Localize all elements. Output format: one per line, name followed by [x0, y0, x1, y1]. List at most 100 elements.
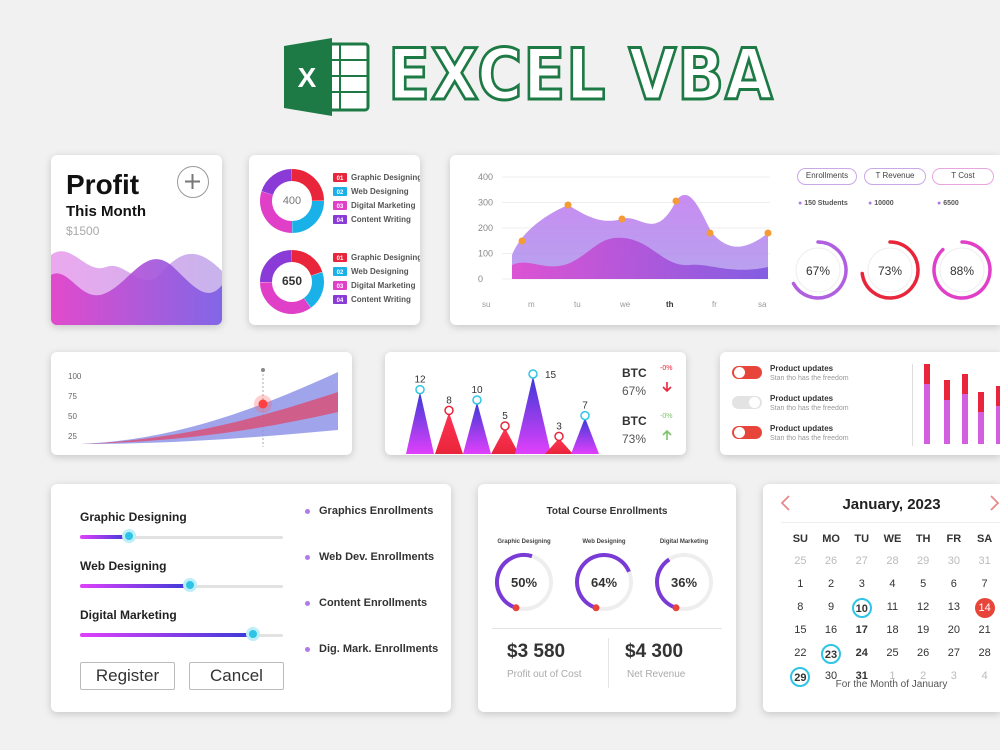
legend-badge — [333, 187, 347, 196]
bar-stack-bottom — [944, 380, 950, 444]
donut-value-2: 650 — [282, 274, 302, 288]
calendar-day[interactable]: 28 — [877, 550, 908, 573]
growth-chart: 100 75 50 25 — [68, 368, 338, 447]
calendar-day[interactable]: 5 — [908, 573, 939, 596]
btc-change-2: -0% — [660, 413, 673, 420]
slider-fill — [80, 535, 129, 539]
calendar-day[interactable]: 1 — [785, 573, 816, 596]
calendar-day[interactable]: 31 — [969, 550, 1000, 573]
enrollment-item: Graphics Enrollments — [304, 505, 434, 517]
calendar-day[interactable]: 26 — [816, 550, 847, 573]
calendar-day[interactable]: 16 — [816, 619, 847, 642]
calendar-day-label: 20 — [947, 623, 960, 636]
gauge-inner-ring — [867, 247, 913, 293]
area-point — [564, 201, 572, 209]
calendar-day[interactable]: 26 — [908, 642, 939, 665]
header: X EXCEL VBA — [280, 32, 774, 122]
calendar-day[interactable]: 25 — [877, 642, 908, 665]
calendar-day[interactable]: 25 — [785, 550, 816, 573]
calendar-week: 15 16 17 18 19 20 21 — [785, 619, 1000, 642]
area-point — [764, 229, 772, 237]
donut-2-segment — [260, 250, 293, 283]
chevron-left-icon[interactable] — [779, 493, 793, 513]
calendar-week: 22 23 24 25 26 27 28 — [785, 642, 1000, 665]
weekly-area-card: 400 300 200 100 0 su m tu we th fr sa Enrollments T… — [450, 155, 1000, 325]
donut-1-segment — [291, 169, 324, 202]
calendar-day[interactable]: 3 — [939, 665, 970, 688]
legend-label: Digital Marketing — [351, 281, 416, 290]
calendar-day[interactable]: 9 — [816, 596, 847, 619]
calendar-day[interactable]: 27 — [939, 642, 970, 665]
excel-logo-icon: X — [284, 38, 370, 116]
peak-bar — [406, 391, 434, 454]
calendar-day[interactable]: 28 — [969, 642, 1000, 665]
calendar-day[interactable]: 30 — [939, 550, 970, 573]
calendar-week: 1 2 3 4 5 6 7 — [785, 573, 1000, 596]
slider-track[interactable] — [80, 536, 283, 539]
add-button[interactable] — [177, 166, 209, 198]
calendar-day[interactable]: 14 — [969, 596, 1000, 619]
calendar-day[interactable]: 4 — [969, 665, 1000, 688]
profit-subtitle: This Month — [66, 203, 146, 220]
calendar-day[interactable]: 24 — [846, 642, 877, 665]
toggle-switch[interactable] — [732, 426, 762, 439]
peak-bar — [491, 428, 519, 454]
weekday-header: WE — [883, 533, 902, 545]
slider-thumb[interactable] — [183, 578, 197, 592]
calendar-day[interactable]: 6 — [939, 573, 970, 596]
toggle-knob — [734, 367, 745, 378]
slider-thumb[interactable] — [122, 529, 136, 543]
update-desc: Stan tho has the freedom — [770, 405, 849, 412]
calendar-day-label: 3 — [858, 577, 865, 590]
calendar-day-label: 4 — [981, 669, 988, 682]
calendar-day[interactable]: 29 — [785, 665, 816, 688]
revenue-pill[interactable]: T Revenue — [864, 168, 926, 185]
register-button[interactable]: Register — [80, 662, 175, 690]
legend-badge — [333, 215, 347, 224]
calendar-day[interactable]: 23 — [816, 642, 847, 665]
enrollments-pill[interactable]: Enrollments — [797, 168, 857, 185]
toggle-switch[interactable] — [732, 366, 762, 379]
x-tick-label: we — [619, 300, 631, 309]
donut-1-segment — [261, 169, 293, 196]
calendar-day[interactable]: 30 — [816, 665, 847, 688]
calendar-day[interactable]: 18 — [877, 619, 908, 642]
calendar-day[interactable]: 27 — [846, 550, 877, 573]
calendar-day[interactable]: 2 — [816, 573, 847, 596]
peak-point — [415, 384, 425, 395]
calendar-day[interactable]: 21 — [969, 619, 1000, 642]
calendar-day-label: 14 — [974, 597, 995, 618]
toggle-switch[interactable] — [732, 396, 762, 409]
calendar-day[interactable]: 7 — [969, 573, 1000, 596]
calendar-day[interactable]: 1 — [877, 665, 908, 688]
slider-thumb[interactable] — [246, 627, 260, 641]
calendar-day[interactable]: 20 — [939, 619, 970, 642]
calendar-day[interactable]: 8 — [785, 596, 816, 619]
calendar-day[interactable]: 13 — [939, 596, 970, 619]
calendar-day[interactable]: 11 — [877, 596, 908, 619]
calendar-day[interactable]: 31 — [846, 665, 877, 688]
calendar-day[interactable]: 2 — [908, 665, 939, 688]
cancel-button[interactable]: Cancel — [189, 662, 284, 690]
calendar-day[interactable]: 10 — [846, 596, 877, 619]
calendar-day[interactable]: 4 — [877, 573, 908, 596]
calendar-day[interactable]: 17 — [846, 619, 877, 642]
calendar-day-label: 8 — [797, 600, 804, 613]
calendar-day[interactable]: 15 — [785, 619, 816, 642]
calendar-day-label: 26 — [824, 554, 838, 567]
calendar-day[interactable]: 29 — [908, 550, 939, 573]
calendar-day[interactable]: 22 — [785, 642, 816, 665]
calendar-day[interactable]: 19 — [908, 619, 939, 642]
btc-name-2: BTC — [622, 414, 647, 428]
peaks-chart: 12 8 10 5 15 3 7 — [406, 369, 599, 454]
enrollment-item: Web Dev. Enrollments — [304, 551, 435, 563]
students-stat: ● 150 Students — [798, 200, 848, 207]
calendar-day[interactable]: 3 — [846, 573, 877, 596]
chevron-right-icon[interactable] — [987, 493, 1000, 513]
cost-pill[interactable]: T Cost — [932, 168, 994, 185]
y-tick-label: 75 — [68, 392, 77, 401]
bar-stack-top — [962, 374, 968, 394]
calendar-day-label: 16 — [824, 623, 838, 636]
calendar-day[interactable]: 12 — [908, 596, 939, 619]
calendar-day-label: 10 — [851, 597, 872, 618]
